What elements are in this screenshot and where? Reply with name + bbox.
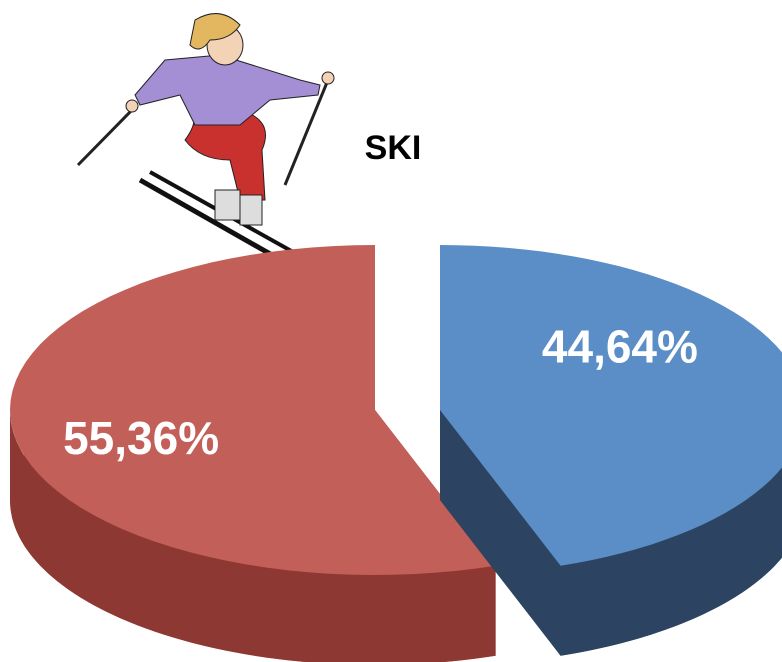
data-label: 55,36% <box>63 412 219 464</box>
data-label: 44,64% <box>542 320 698 372</box>
slice-cut-face <box>440 410 561 656</box>
slice <box>440 245 782 566</box>
skier-clipart <box>76 13 371 308</box>
slice <box>10 245 496 575</box>
slice-side <box>10 410 496 662</box>
slice-side <box>560 467 782 656</box>
chart-title: SKI <box>365 129 422 167</box>
